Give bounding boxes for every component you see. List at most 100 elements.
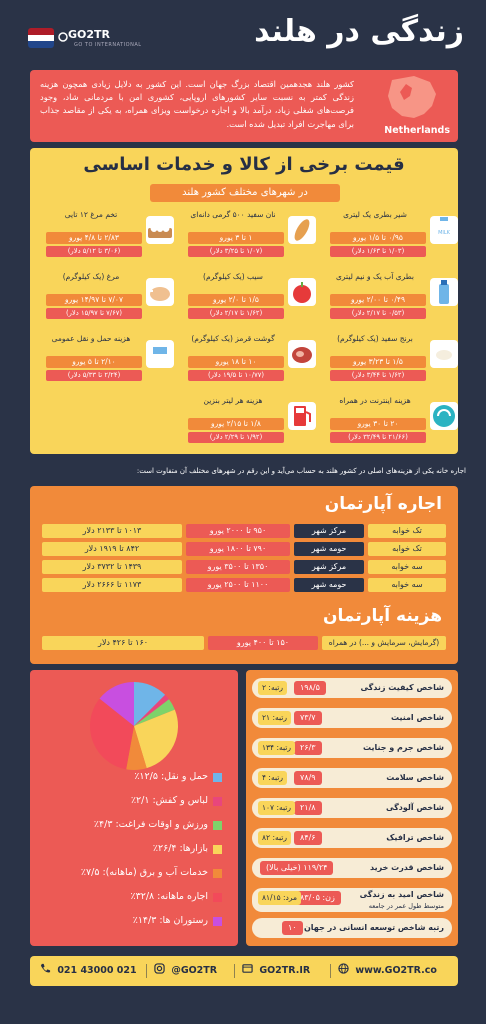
legend-label: بازارها: ۲۶/۴٪ bbox=[152, 843, 208, 854]
legend-item: خدمات آب و برق (ماهانه): ۷/۵٪ bbox=[42, 866, 222, 880]
pie-slice bbox=[134, 694, 169, 726]
price-item-label: هزینه اینترنت در همراه bbox=[339, 396, 411, 405]
cost-usd: ۱۶۰ تا ۴۲۶ دلار bbox=[42, 636, 204, 650]
legend-item: رستوران ها: ۱۴/۳٪ bbox=[42, 914, 222, 928]
legend-swatch bbox=[213, 821, 222, 830]
price-item: نان سفید ۵۰۰ گرمی دانه‌ای ۱ تا ۳ یورو (۱/۰… bbox=[180, 210, 316, 266]
price-item-eur: ۲/۱۰ تا ۵ یورو bbox=[46, 356, 142, 368]
sim-card-icon bbox=[430, 402, 458, 430]
instagram-icon bbox=[154, 963, 165, 974]
brand-name: GO2TR bbox=[68, 28, 111, 41]
price-item-label: برنج سفید (یک کیلوگرم) bbox=[337, 334, 413, 343]
footer-divider bbox=[146, 964, 147, 978]
legend-item: اجاره ماهانه: ۳۲/۸٪ bbox=[42, 890, 222, 904]
footer-site1[interactable]: GO2TR.IR bbox=[242, 956, 310, 986]
legend-swatch bbox=[213, 797, 222, 806]
price-item-eur: ۰/۹۵ تا ۱/۵ یورو bbox=[330, 232, 426, 244]
legend-label: رستوران ها: ۱۴/۳٪ bbox=[132, 915, 208, 926]
fuel-pump-icon bbox=[288, 402, 316, 430]
legend-item: بازارها: ۲۶/۴٪ bbox=[42, 842, 222, 856]
price-item: سیب (یک کیلوگرم) ۱/۵ تا ۲/۰ یورو (۱/۶۲ تا … bbox=[180, 272, 316, 328]
rent-area: مرکز شهر bbox=[294, 560, 364, 574]
price-item-usd: (۲۱/۶۶ تا ۳۲/۴۹ دلار) bbox=[330, 432, 426, 443]
phone-icon bbox=[40, 963, 51, 973]
netherlands-map-icon bbox=[388, 76, 436, 118]
intro-box: Netherlands کشور هلند هجدهمین اقتصاد بزر… bbox=[30, 70, 458, 142]
price-item-eur: ۲/۸۳ تا ۴/۸ یورو bbox=[46, 232, 142, 244]
price-item-usd: (۱/۶۲ تا ۲/۱۷ دلار) bbox=[188, 308, 284, 319]
price-item-usd: (۱/۰۳ تا ۱/۶۳ دلار) bbox=[330, 246, 426, 257]
price-item-eur: ۷/۰۷ تا ۱۴/۹۷ یورو bbox=[46, 294, 142, 306]
go2tr-logo-icon bbox=[58, 32, 68, 42]
cost-label: (گرمایش، سرمایش و ...) در همراه bbox=[322, 636, 446, 650]
cost-title: هزینه آپارتمان bbox=[323, 606, 442, 626]
rent-area: مرکز شهر bbox=[294, 524, 364, 538]
index-row: شاخص امنیت ۷۳/۷ رتبه: ۲۱ bbox=[252, 708, 452, 728]
price-item-eur: ۱۰ تا ۱۸ یورو bbox=[188, 356, 284, 368]
index-row: شاخص سلامت ۷۸/۹ رتبه: ۴ bbox=[252, 768, 452, 788]
globe-icon bbox=[338, 963, 349, 974]
legend-label: لباس و کفش: ۲/۱٪ bbox=[130, 795, 208, 806]
price-item: هزینه اینترنت در همراه ۲۰ تا ۳۰ یورو (۲۱/۶… bbox=[322, 396, 458, 452]
footer-phone-text: 021 43000 021 bbox=[57, 965, 137, 976]
index-row: رتبه شاخص توسعه انسانی در جهان ۱۰ bbox=[252, 918, 452, 938]
page-title: زندگی در هلند bbox=[254, 14, 464, 49]
price-item-usd: (۱/۶۲ تا ۳/۴۴ دلار) bbox=[330, 370, 426, 381]
netherlands-flag-icon bbox=[28, 28, 54, 48]
index-subname: متوسط طول عمر در جامعه bbox=[368, 902, 444, 910]
index-value: ۸۴/۶ bbox=[294, 831, 322, 845]
price-item-label: هزینه هر لیتر بنزین bbox=[203, 396, 263, 405]
legend-label: ورزش و اوقات فراغت: ۴/۳٪ bbox=[93, 819, 208, 830]
price-item-eur: ۱ تا ۳ یورو bbox=[188, 232, 284, 244]
price-item-label: گوشت قرمز (یک کیلوگرم) bbox=[191, 334, 275, 343]
price-item-eur: ۱/۸ تا ۲/۱۵ یورو bbox=[188, 418, 284, 430]
price-item-label: بطری آب یک و نیم لیتری bbox=[336, 272, 414, 281]
price-item: هزینه هر لیتر بنزین ۱/۸ تا ۲/۱۵ یورو (۱/۹۲… bbox=[180, 396, 316, 452]
index-name: شاخص جرم و جنایت bbox=[363, 743, 444, 752]
index-value: ۲۶/۳ bbox=[294, 741, 322, 755]
eggs-icon bbox=[146, 216, 174, 244]
legend-item: حمل و نقل: ۱۲/۵٪ bbox=[42, 770, 222, 784]
index-rank: رتبه: ۲ bbox=[258, 681, 287, 695]
rent-section: اجاره آپارتمان تک خوابه مرکز شهر ۹۵۰ تا ۲۰… bbox=[30, 486, 458, 664]
footer-phone[interactable]: 021 43000 021 bbox=[40, 956, 137, 986]
index-name: شاخص قدرت خرید bbox=[370, 863, 444, 872]
index-name: شاخص آلودگی bbox=[386, 803, 444, 812]
price-item-usd: (۳/۰۶ تا ۵/۱۲ دلار) bbox=[46, 246, 142, 257]
rent-eur: ۷۹۰ تا ۱۸۰۰ یورو bbox=[186, 542, 290, 556]
rent-note: اجاره خانه یکی از هزینه‌های اصلی در کشور… bbox=[136, 467, 466, 475]
rent-title: اجاره آپارتمان bbox=[324, 494, 442, 514]
price-item-usd: (۱/۰۷ تا ۳/۲۵ دلار) bbox=[188, 246, 284, 257]
index-row: شاخص آلودگی ۲۱/۸ رتبه: ۱۰۷ bbox=[252, 798, 452, 818]
footer-instagram[interactable]: @GO2TR bbox=[154, 956, 217, 986]
apple-icon bbox=[288, 278, 316, 306]
indices-section: شاخص کیفیت زندگی ۱۹۸/۵ رتبه: ۲ شاخص امنیت ۷۳… bbox=[246, 670, 458, 946]
price-item-label: تخم مرغ ۱۲ تایی bbox=[64, 210, 118, 219]
index-rank: رتبه: ۴ bbox=[258, 771, 287, 785]
price-item-eur: ۲۰ تا ۳۰ یورو bbox=[330, 418, 426, 430]
expenses-section: حمل و نقل: ۱۲/۵٪ لباس و کفش: ۲/۱٪ ورزش و ا… bbox=[30, 670, 238, 946]
index-name: رتبه شاخص توسعه انسانی در جهان bbox=[303, 923, 444, 932]
index-rank: رتبه: ۱۳۴ bbox=[258, 741, 295, 755]
index-row: شاخص قدرت خرید ۱۱۹/۲۴ (خیلی بالا) bbox=[252, 858, 452, 878]
price-item-label: مرغ (یک کیلوگرم) bbox=[62, 272, 120, 281]
footer-site1-text: GO2TR.IR bbox=[259, 965, 311, 976]
legend-item: لباس و کفش: ۲/۱٪ bbox=[42, 794, 222, 808]
footer-site2-text: www.GO2TR.co bbox=[355, 965, 437, 976]
rent-usd: ۱۴۳۹ تا ۳۷۳۲ دلار bbox=[42, 560, 182, 574]
intro-text: کشور هلند هجدهمین اقتصاد بزرگ جهان است. … bbox=[40, 79, 354, 129]
pie-slice bbox=[89, 698, 134, 770]
index-row: شاخص ترافیک ۸۴/۶ رتبه: ۸۲ bbox=[252, 828, 452, 848]
web-icon bbox=[242, 964, 253, 973]
index-value: ۷۳/۷ bbox=[294, 711, 322, 725]
rent-type: تک خوابه bbox=[368, 524, 446, 538]
index-value: ۲۱/۸ bbox=[294, 801, 322, 815]
index-rank: مرد: ۸۱/۱۵ bbox=[258, 891, 302, 905]
pie-slice bbox=[99, 682, 134, 726]
price-item-label: نان سفید ۵۰۰ گرمی دانه‌ای bbox=[190, 210, 276, 219]
legend-swatch bbox=[213, 893, 222, 902]
brand-subtitle: GO TO INTERNATIONAL bbox=[74, 42, 142, 48]
footer-site2[interactable]: www.GO2TR.co bbox=[338, 956, 437, 986]
water-bottle-icon bbox=[430, 278, 458, 306]
legend-label: خدمات آب و برق (ماهانه): ۷/۵٪ bbox=[80, 867, 208, 878]
